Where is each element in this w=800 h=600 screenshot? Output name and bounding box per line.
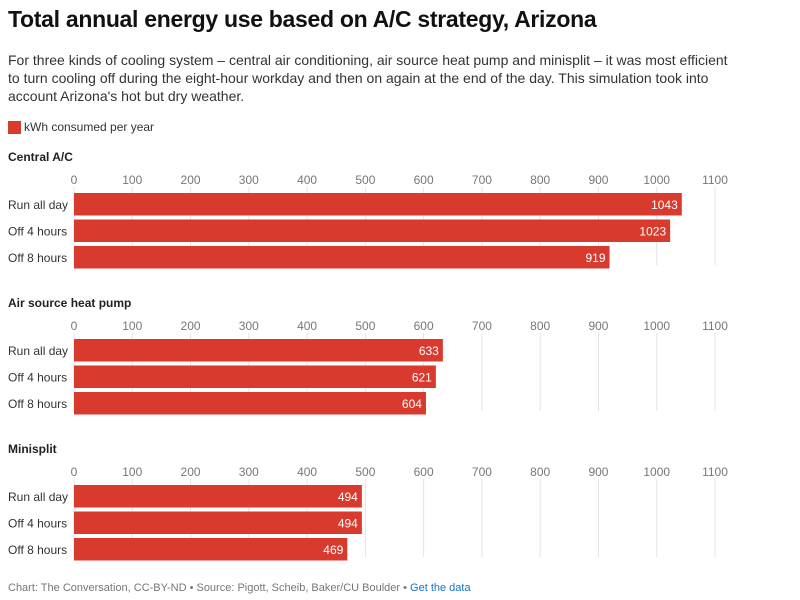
category-label: Run all day <box>8 344 68 358</box>
x-tick-label: 0 <box>71 319 78 333</box>
x-tick-label: 300 <box>239 319 259 333</box>
panel-title: Air source heat pump <box>8 296 131 310</box>
x-tick-label: 0 <box>71 465 78 479</box>
x-tick-label: 1100 <box>702 173 728 187</box>
bar-value-label: 633 <box>419 344 439 358</box>
x-tick-label: 1000 <box>643 319 670 333</box>
category-label: Run all day <box>8 490 68 504</box>
x-tick-label: 600 <box>414 173 434 187</box>
x-tick-label: 500 <box>355 465 375 479</box>
bar <box>74 392 426 415</box>
bar-value-label: 494 <box>338 490 358 504</box>
bar <box>74 246 610 269</box>
x-tick-label: 900 <box>588 465 608 479</box>
bar-value-label: 494 <box>338 516 358 530</box>
x-tick-label: 400 <box>297 173 317 187</box>
x-tick-label: 300 <box>239 465 259 479</box>
footer-credit: Chart: The Conversation, CC-BY-ND • Sour… <box>8 582 411 594</box>
bar-value-label: 621 <box>412 370 432 384</box>
bar <box>74 365 436 388</box>
category-label: Run all day <box>8 198 68 212</box>
bar-value-label: 1023 <box>639 224 666 238</box>
bar-charts-svg: Central A/C 0 100 200 300 400 500 600 700 800 900 1… <box>8 150 728 561</box>
chart-subtitle: For three kinds of cooling system – cent… <box>8 52 728 104</box>
x-tick-label: 1000 <box>643 465 670 479</box>
bar <box>74 511 362 534</box>
chart-title: Total annual energy use based on A/C str… <box>8 6 597 32</box>
x-tick-label: 800 <box>530 173 550 187</box>
x-tick-label: 0 <box>71 173 78 187</box>
x-tick-label: 200 <box>181 465 201 479</box>
x-tick-label: 700 <box>472 173 492 187</box>
x-tick-label: 200 <box>181 319 201 333</box>
panel-title: Central A/C <box>8 150 73 164</box>
footer: Chart: The Conversation, CC-BY-ND • Sour… <box>8 582 792 594</box>
category-label: Off 4 hours <box>8 224 67 238</box>
x-tick-label: 800 <box>530 465 550 479</box>
x-tick-label: 900 <box>588 173 608 187</box>
bar-value-label: 919 <box>585 251 605 265</box>
x-tick-label: 400 <box>297 319 317 333</box>
legend: kWh consumed per year <box>8 119 154 135</box>
x-tick-label: 100 <box>122 173 142 187</box>
bar <box>74 485 362 508</box>
legend-swatch <box>8 120 21 134</box>
category-label: Off 8 hours <box>8 251 67 265</box>
x-tick-label: 400 <box>297 465 317 479</box>
bar <box>74 193 682 216</box>
bar-value-label: 604 <box>402 397 422 411</box>
x-tick-label: 700 <box>472 319 492 333</box>
x-tick-label: 1100 <box>702 465 728 479</box>
x-tick-label: 500 <box>355 173 375 187</box>
x-tick-label: 1100 <box>702 319 728 333</box>
legend-label: kWh consumed per year <box>24 120 155 134</box>
x-tick-label: 1000 <box>643 173 670 187</box>
bar <box>74 219 671 242</box>
x-tick-label: 800 <box>530 319 550 333</box>
bar <box>74 538 348 561</box>
x-tick-label: 500 <box>355 319 375 333</box>
x-tick-label: 700 <box>472 465 492 479</box>
x-tick-label: 100 <box>122 319 142 333</box>
get-the-data-link[interactable]: Get the data <box>410 582 471 594</box>
bar <box>74 339 443 362</box>
x-tick-label: 900 <box>588 319 608 333</box>
chart-area: Central A/C 0 100 200 300 400 500 600 700 800 900 1… <box>0 145 800 565</box>
category-label: Off 8 hours <box>8 397 67 411</box>
category-label: Off 4 hours <box>8 516 67 530</box>
bar-value-label: 469 <box>323 543 343 557</box>
x-tick-label: 300 <box>239 173 259 187</box>
x-tick-label: 200 <box>181 173 201 187</box>
x-tick-label: 600 <box>414 465 434 479</box>
panel-title: Minisplit <box>8 442 57 456</box>
category-label: Off 4 hours <box>8 370 67 384</box>
x-tick-label: 600 <box>414 319 434 333</box>
x-tick-label: 100 <box>122 465 142 479</box>
bar-value-label: 1043 <box>651 198 678 212</box>
category-label: Off 8 hours <box>8 543 67 557</box>
